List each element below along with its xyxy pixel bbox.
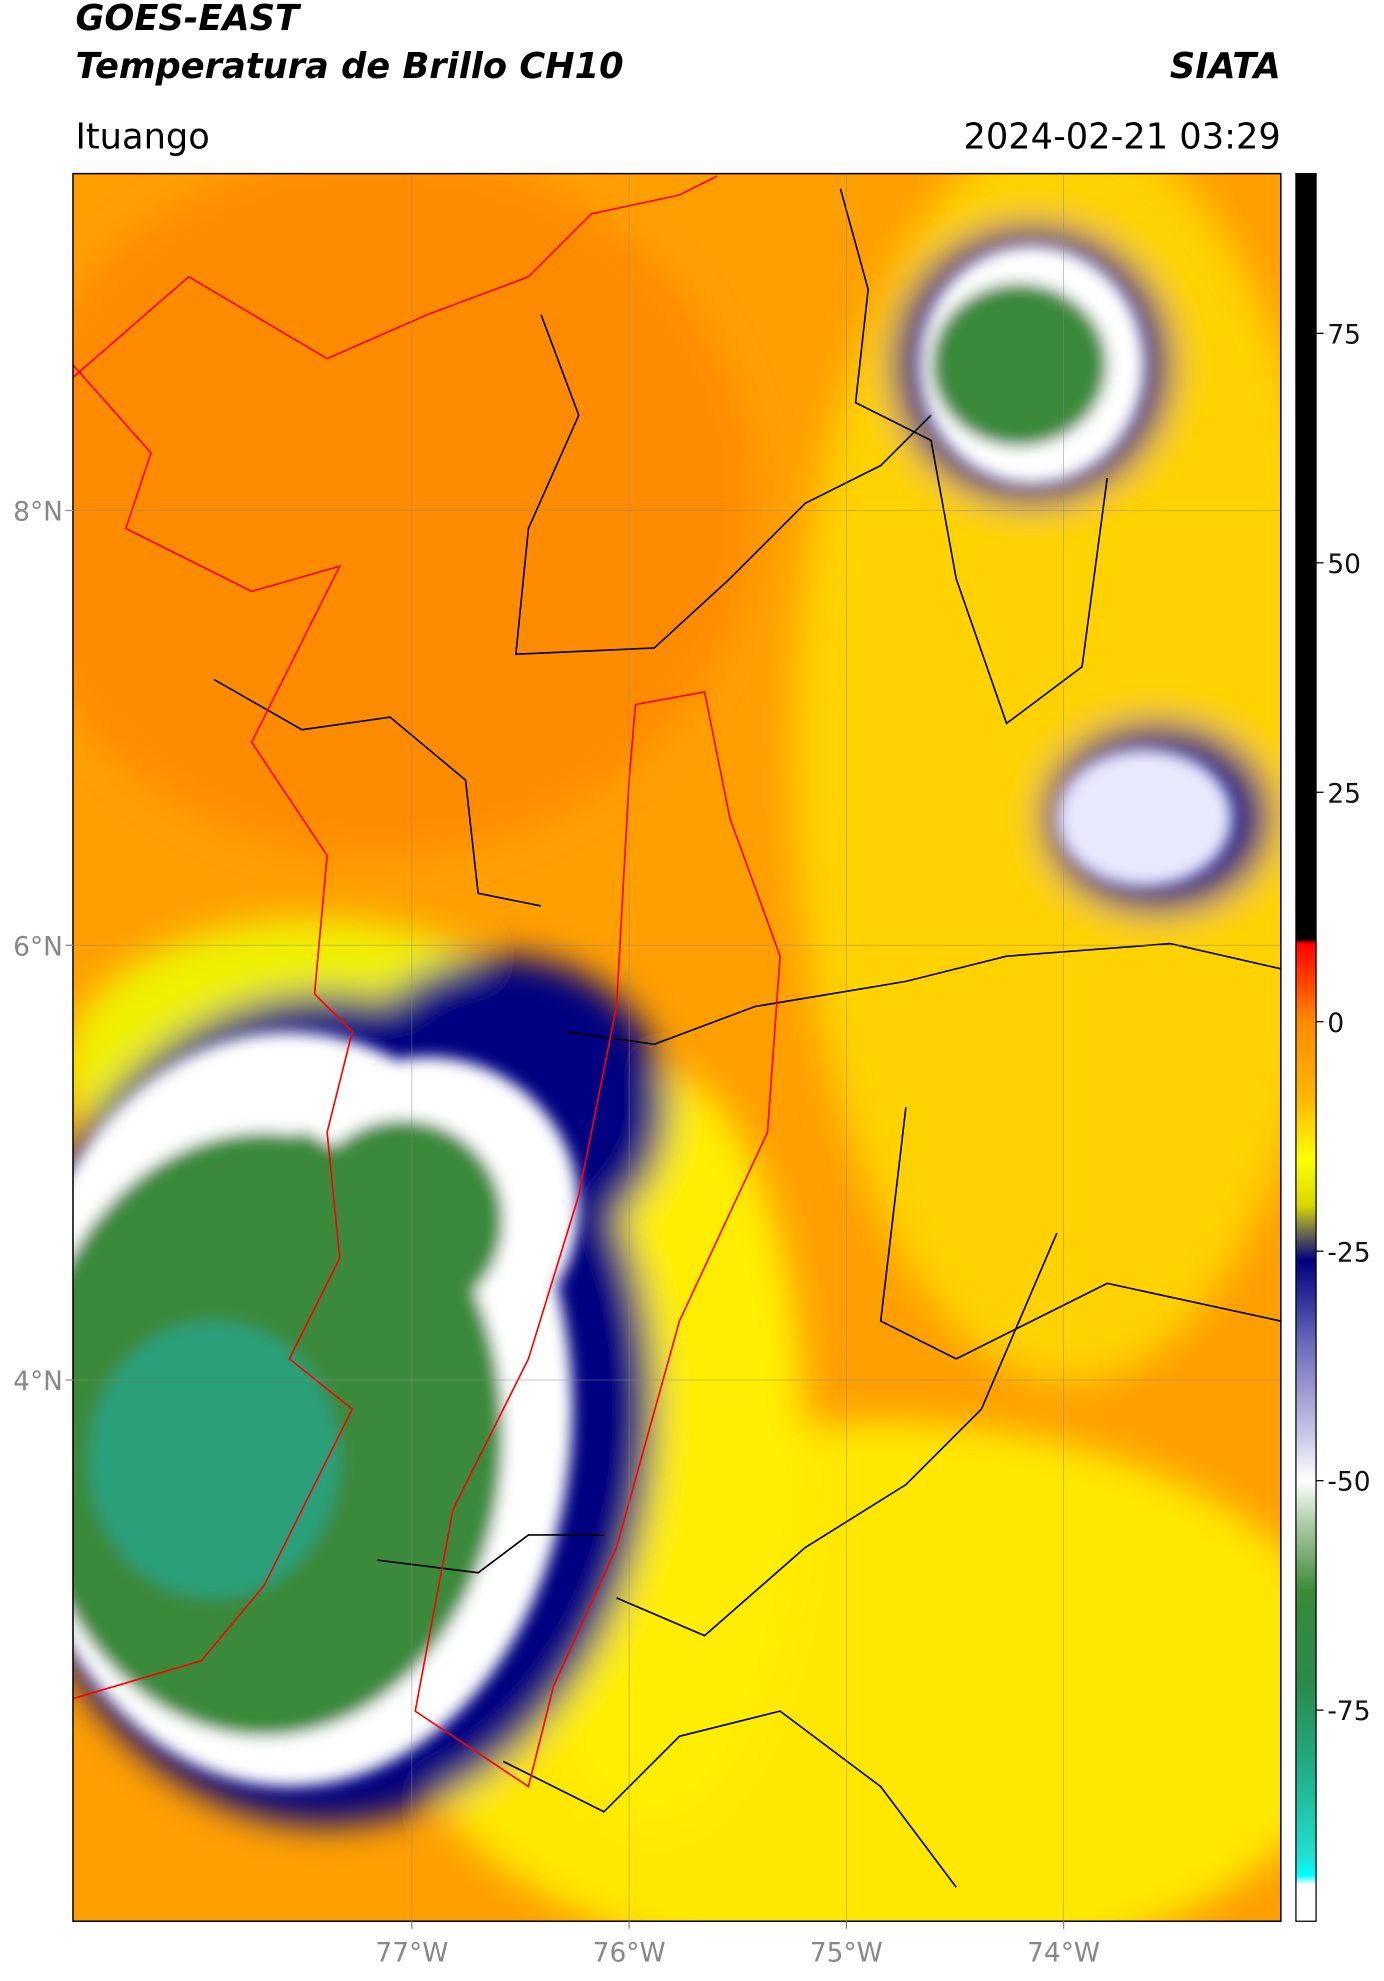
colorbar-tick-label: 25	[1327, 778, 1361, 809]
y-tick-label: 6°N	[13, 931, 63, 962]
y-tick-label: 8°N	[13, 497, 63, 528]
colorbar-tick-label: 50	[1327, 549, 1361, 580]
x-tick-label: 74°W	[1027, 1937, 1100, 1968]
colorbar-tick-label: -25	[1327, 1237, 1370, 1268]
x-tick-label: 76°W	[593, 1937, 666, 1968]
map-image	[72, 173, 1281, 1922]
colorbar-tick-label: -75	[1327, 1696, 1370, 1727]
x-tick-label: 77°W	[375, 1937, 448, 1968]
datetime: 2024-02-21 03:29	[963, 116, 1280, 157]
title: GOES-EAST	[75, 0, 302, 39]
location: Ituango	[75, 116, 209, 157]
subtitle: Temperatura de Brillo CH10	[75, 46, 623, 87]
colorbar-tick-label: 0	[1327, 1008, 1344, 1039]
colorbar-tick-label: -50	[1327, 1467, 1370, 1498]
y-tick-label: 4°N	[13, 1366, 63, 1397]
colorbar-tick-label: 75	[1327, 319, 1361, 350]
brand: SIATA	[1170, 46, 1281, 87]
map-frame	[72, 172, 1282, 1922]
colorbar	[1295, 172, 1317, 1922]
x-tick-label: 75°W	[810, 1937, 883, 1968]
